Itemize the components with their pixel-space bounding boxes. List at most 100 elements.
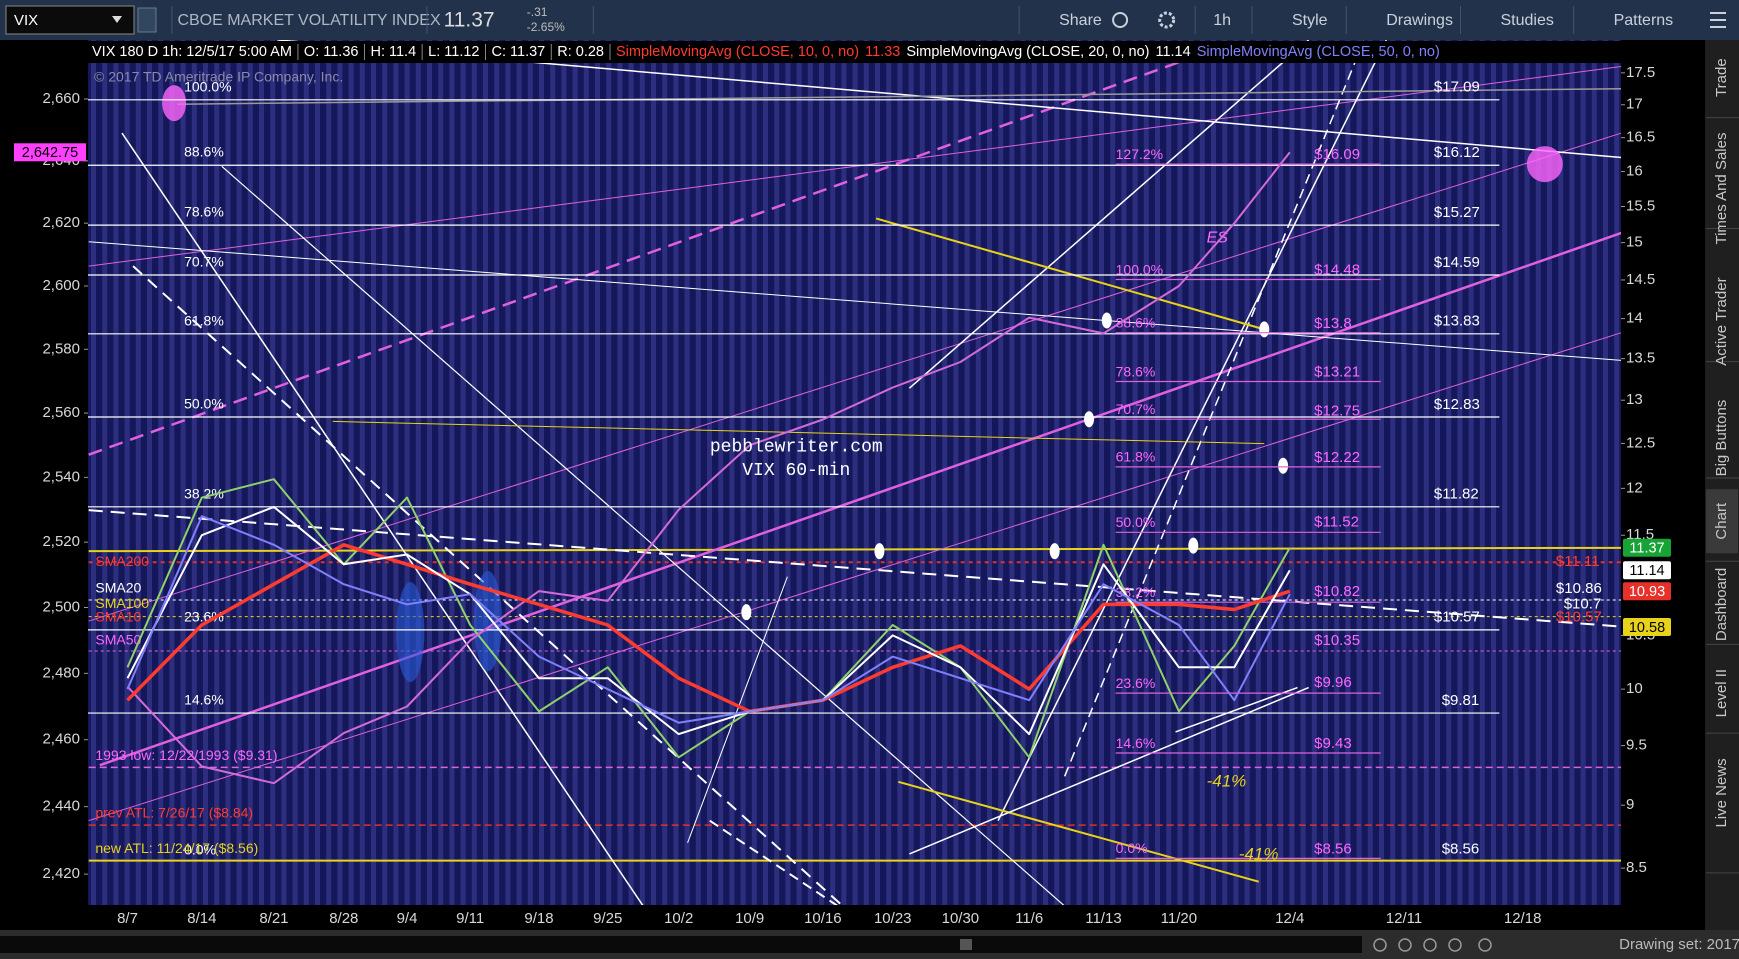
- header-item: L: 11.12: [428, 44, 479, 60]
- sidebar-tab[interactable]: Dashboard: [1713, 568, 1730, 641]
- trendline: [88, 509, 1622, 628]
- copyright: © 2017 TD Ameritrade IP Company, Inc.: [94, 68, 343, 84]
- session-stripe: [819, 40, 824, 905]
- note-label: SMA100: [95, 595, 149, 611]
- session-stripe: [628, 40, 634, 905]
- toolbar-button[interactable]: Style: [1292, 12, 1328, 29]
- series-line: [126, 515, 1291, 724]
- session-stripe: [1535, 40, 1541, 905]
- note-label: new ATL: 11/24/17 ($8.56): [95, 840, 258, 856]
- note-label: prev ATL: 7/26/17 ($8.84): [95, 805, 253, 821]
- fib-label: 0.0%: [184, 841, 216, 857]
- footer-icon[interactable]: [1373, 938, 1387, 952]
- session-stripe: [1199, 40, 1205, 905]
- pivot-marker: [1049, 543, 1060, 560]
- x-tick-label: 10/2: [664, 910, 693, 927]
- session-stripe: [1177, 40, 1183, 905]
- scroll-thumb[interactable]: [960, 939, 972, 950]
- symbol[interactable]: VIX: [14, 12, 38, 29]
- session-stripe: [651, 40, 656, 905]
- sidebar-tab[interactable]: Level II: [1713, 669, 1730, 717]
- session-stripe: [942, 40, 948, 905]
- session-stripe: [707, 40, 712, 905]
- fib-label: 70.7%: [184, 254, 224, 270]
- toolbar-button[interactable]: 1h: [1213, 12, 1231, 29]
- session-stripe: [1479, 40, 1485, 905]
- fib-label-pink: 61.8%: [1116, 449, 1156, 465]
- footer-icon[interactable]: [1478, 938, 1492, 952]
- fib-label: 38.2%: [184, 485, 224, 501]
- session-stripe: [438, 40, 444, 905]
- level-label-white: $15.27: [1434, 204, 1480, 221]
- session-stripe: [1166, 40, 1172, 905]
- level-label-pink: $11.52: [1314, 513, 1359, 530]
- sidebar-tab[interactable]: Times And Sales: [1713, 133, 1730, 245]
- left-axis: [0, 40, 88, 905]
- fib-label: 50.0%: [184, 395, 224, 411]
- fib-label-pink: 127.2%: [1116, 146, 1163, 162]
- footer-icon[interactable]: [1448, 938, 1462, 952]
- x-tick-label: 12/4: [1275, 910, 1304, 927]
- fib-label: 78.6%: [184, 204, 224, 220]
- toolbar-button[interactable]: Share: [1059, 12, 1102, 29]
- pivot-zone: [473, 571, 502, 672]
- session-stripe: [1031, 40, 1037, 905]
- x-axis: [0, 905, 1705, 930]
- sidebar-tab[interactable]: Active Trader: [1713, 277, 1730, 365]
- studies-icon[interactable]: [1112, 12, 1129, 28]
- session-stripe: [147, 40, 152, 905]
- y2-tick-label: 16: [1626, 163, 1643, 180]
- session-stripe: [550, 40, 556, 905]
- session-stripe: [886, 40, 892, 905]
- session-stripe: [415, 40, 421, 905]
- toolbar-button[interactable]: Patterns: [1614, 12, 1674, 29]
- x-tick-label: 9/4: [397, 910, 418, 927]
- toolbar-button[interactable]: Drawings: [1386, 12, 1453, 29]
- level-label-white: $9.81: [1442, 692, 1480, 709]
- settings-icon[interactable]: [1158, 11, 1176, 29]
- level-label-white: $10.86: [1556, 580, 1602, 597]
- session-stripe: [1289, 40, 1295, 905]
- description: CBOE MARKET VOLATILITY INDEX: [177, 12, 441, 29]
- level-label-pink: $12.75: [1314, 402, 1360, 419]
- x-tick-label: 10/30: [942, 910, 980, 927]
- session-stripe: [180, 40, 186, 905]
- footer-icon[interactable]: [1398, 938, 1412, 952]
- link-button[interactable]: [137, 7, 157, 33]
- symbol-box[interactable]: [5, 5, 135, 35]
- session-stripe: [247, 40, 253, 905]
- sidebar-tab[interactable]: Big Buttons: [1713, 400, 1730, 477]
- change: -.31: [527, 5, 548, 19]
- sidebar-tab[interactable]: Chart: [1713, 502, 1730, 540]
- level-label-white: $11.82: [1434, 486, 1479, 503]
- last-price: 11.37: [444, 9, 495, 32]
- session-stripe: [1569, 40, 1575, 905]
- watermark: VIX 60-min: [742, 461, 850, 481]
- symbol-dropdown[interactable]: [112, 16, 122, 23]
- level-label-white: $10.57: [1434, 609, 1480, 626]
- y-tick-label: 2,500: [42, 598, 80, 615]
- note-label: -41%: [1207, 771, 1247, 790]
- session-stripe: [1547, 40, 1552, 905]
- session-stripe: [1300, 40, 1306, 905]
- session-stripe: [897, 40, 903, 905]
- session-stripe: [1076, 40, 1082, 905]
- sidebar-tab[interactable]: Live News: [1713, 758, 1730, 827]
- sidebar-tab-active: [1706, 489, 1738, 554]
- fib-label-pink: 50.0%: [1116, 514, 1156, 530]
- sidebar-tab[interactable]: Trade: [1713, 58, 1730, 97]
- session-stripe: [796, 40, 802, 905]
- header-bar: [88, 41, 1621, 63]
- scroll-track[interactable]: [0, 936, 1362, 953]
- session-stripe: [135, 40, 141, 905]
- note-label: SMA50: [95, 632, 141, 648]
- pivot-zone: [396, 582, 425, 683]
- session-stripe: [1188, 40, 1194, 905]
- footer-icon[interactable]: [1423, 938, 1437, 952]
- fib-label-pink: 100.0%: [1116, 261, 1163, 277]
- session-stripe: [1423, 40, 1429, 905]
- pivot-marker: [1259, 321, 1270, 338]
- toolbar-button[interactable]: Studies: [1500, 12, 1553, 29]
- level-label-pink: $13.21: [1314, 364, 1360, 381]
- session-stripe: [1614, 40, 1620, 905]
